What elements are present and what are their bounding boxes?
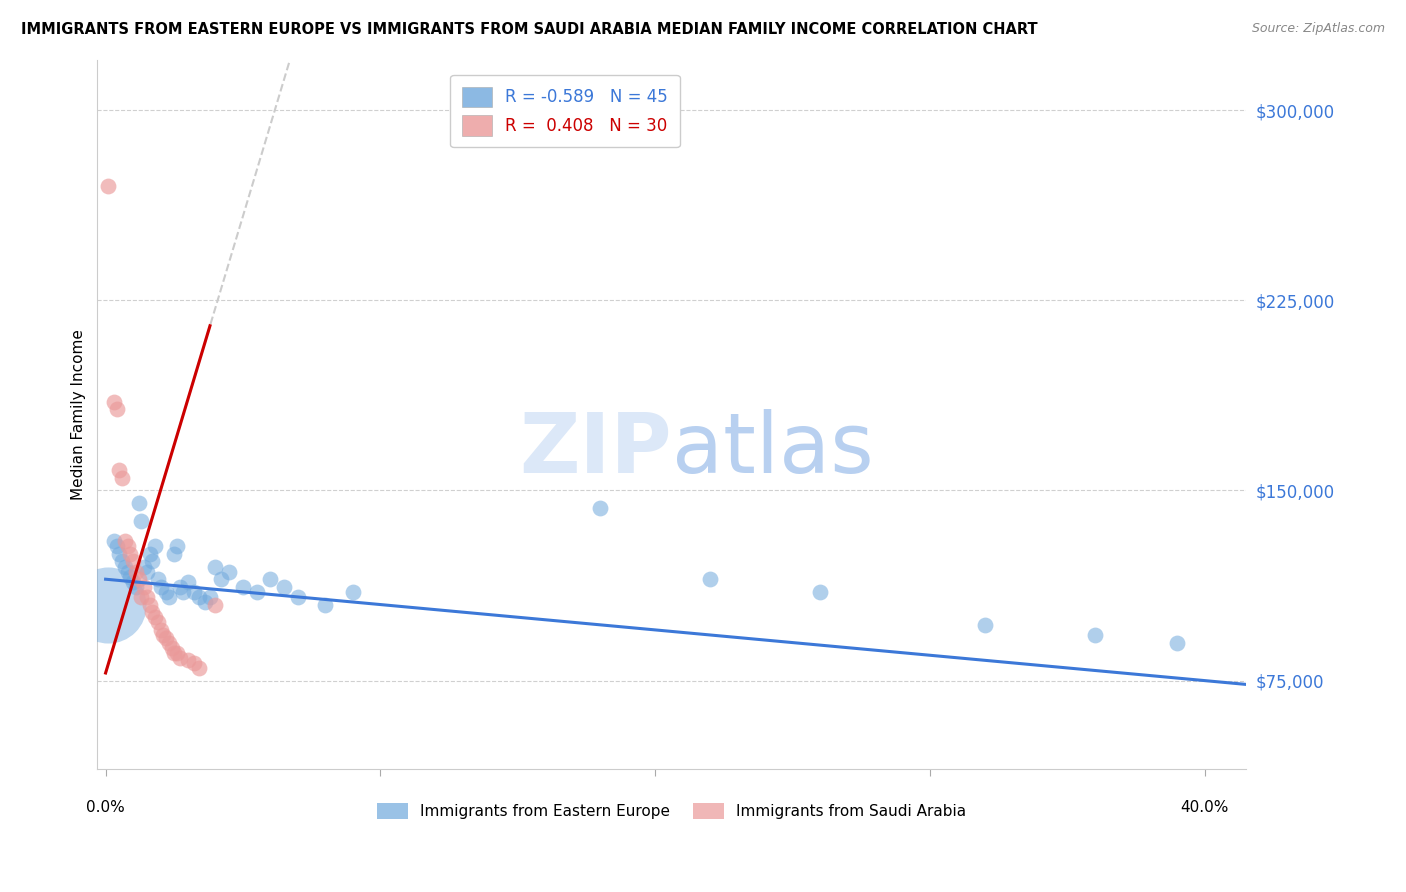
Point [149, 623, 172, 637]
Point [160, 640, 183, 655]
Point [143, 539, 166, 553]
Point [193, 595, 215, 609]
Point [1166, 635, 1188, 649]
Point [218, 565, 240, 579]
Point [138, 598, 160, 612]
Y-axis label: Median Family Income: Median Family Income [72, 329, 86, 500]
Text: Source: ZipAtlas.com: Source: ZipAtlas.com [1251, 22, 1385, 36]
Point [259, 572, 281, 586]
Point [183, 656, 205, 670]
Point [157, 635, 180, 649]
Point [183, 585, 205, 599]
Point [132, 580, 155, 594]
Point [105, 402, 128, 417]
Point [232, 580, 254, 594]
Point [132, 559, 155, 574]
Point [149, 580, 172, 594]
Point [128, 572, 150, 586]
Text: 0.0%: 0.0% [86, 800, 125, 815]
Point [1084, 628, 1107, 642]
Point [188, 590, 211, 604]
Point [120, 569, 142, 583]
Point [246, 585, 269, 599]
Point [808, 585, 831, 599]
Point [120, 547, 142, 561]
Point [125, 580, 148, 594]
Point [103, 534, 125, 549]
Text: ZIP: ZIP [519, 409, 672, 491]
Point [589, 501, 612, 516]
Point [699, 572, 721, 586]
Point [114, 559, 136, 574]
Point [131, 590, 153, 604]
Point [128, 496, 150, 510]
Point [209, 572, 232, 586]
Point [163, 646, 186, 660]
Point [125, 565, 148, 579]
Point [973, 617, 995, 632]
Point [204, 559, 226, 574]
Point [111, 554, 134, 568]
Point [117, 565, 139, 579]
Point [103, 394, 125, 409]
Point [138, 547, 160, 561]
Point [177, 574, 200, 589]
Point [122, 574, 145, 589]
Point [117, 539, 139, 553]
Point [108, 547, 131, 561]
Point [204, 598, 226, 612]
Point [188, 661, 211, 675]
Point [141, 605, 163, 619]
Point [97, 598, 120, 612]
Text: 40.0%: 40.0% [1181, 800, 1229, 815]
Point [314, 598, 336, 612]
Point [131, 514, 153, 528]
Point [287, 590, 309, 604]
Legend: Immigrants from Eastern Europe, Immigrants from Saudi Arabia: Immigrants from Eastern Europe, Immigran… [371, 797, 972, 825]
Point [111, 471, 134, 485]
Point [146, 572, 169, 586]
Point [135, 590, 157, 604]
Point [143, 610, 166, 624]
Text: atlas: atlas [672, 409, 873, 491]
Point [155, 631, 177, 645]
Point [166, 646, 188, 660]
Point [97, 179, 120, 194]
Point [273, 580, 295, 594]
Point [108, 463, 131, 477]
Point [152, 628, 174, 642]
Point [141, 554, 163, 568]
Point [169, 650, 191, 665]
Point [169, 580, 191, 594]
Point [163, 547, 186, 561]
Point [342, 585, 364, 599]
Point [146, 615, 169, 630]
Point [135, 565, 157, 579]
Point [105, 539, 128, 553]
Point [172, 585, 194, 599]
Point [122, 554, 145, 568]
Text: IMMIGRANTS FROM EASTERN EUROPE VS IMMIGRANTS FROM SAUDI ARABIA MEDIAN FAMILY INC: IMMIGRANTS FROM EASTERN EUROPE VS IMMIGR… [21, 22, 1038, 37]
Point [166, 539, 188, 553]
Point [157, 590, 180, 604]
Point [114, 534, 136, 549]
Point [198, 590, 221, 604]
Point [177, 653, 200, 667]
Point [155, 585, 177, 599]
